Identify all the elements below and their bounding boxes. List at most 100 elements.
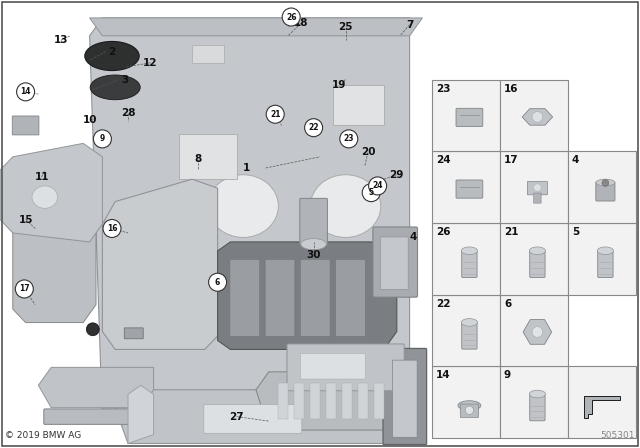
FancyBboxPatch shape [456, 180, 483, 198]
FancyBboxPatch shape [461, 251, 477, 277]
Circle shape [340, 130, 358, 148]
Text: 9: 9 [504, 370, 511, 380]
Bar [568, 366, 636, 438]
FancyBboxPatch shape [527, 181, 547, 195]
Polygon shape [102, 179, 218, 349]
FancyBboxPatch shape [534, 193, 541, 203]
FancyBboxPatch shape [44, 409, 145, 424]
Text: 26: 26 [286, 13, 296, 22]
FancyBboxPatch shape [456, 108, 483, 126]
Circle shape [93, 130, 111, 148]
Ellipse shape [301, 238, 326, 250]
Bar [179, 134, 237, 179]
Ellipse shape [529, 390, 545, 398]
Polygon shape [522, 109, 552, 125]
Bar [294, 383, 304, 419]
FancyBboxPatch shape [124, 328, 143, 339]
Circle shape [602, 180, 609, 186]
Bar [432, 366, 500, 438]
Text: 6: 6 [504, 299, 511, 309]
FancyBboxPatch shape [392, 360, 417, 437]
Circle shape [17, 83, 35, 101]
Polygon shape [0, 143, 102, 242]
Text: 16: 16 [107, 224, 117, 233]
Text: 20: 20 [361, 147, 375, 157]
Bar [432, 295, 500, 366]
Polygon shape [523, 319, 552, 345]
FancyBboxPatch shape [287, 344, 404, 391]
Text: 4: 4 [409, 233, 417, 242]
FancyBboxPatch shape [300, 353, 365, 379]
Ellipse shape [84, 42, 140, 71]
Text: 1: 1 [243, 163, 250, 173]
Text: 22: 22 [436, 299, 451, 309]
Text: 17: 17 [504, 155, 518, 165]
FancyBboxPatch shape [460, 404, 479, 418]
FancyBboxPatch shape [598, 251, 613, 277]
Text: 10: 10 [83, 115, 97, 125]
Text: 21: 21 [270, 110, 280, 119]
Text: 16: 16 [504, 84, 518, 94]
Polygon shape [128, 385, 154, 444]
Ellipse shape [529, 247, 545, 254]
Polygon shape [13, 166, 96, 323]
FancyBboxPatch shape [530, 394, 545, 421]
Text: 505301: 505301 [600, 431, 635, 440]
Text: 14: 14 [20, 87, 31, 96]
Bar [568, 223, 636, 295]
FancyBboxPatch shape [12, 116, 39, 135]
FancyBboxPatch shape [383, 349, 427, 444]
Polygon shape [218, 242, 397, 349]
Text: 28: 28 [121, 108, 135, 118]
Text: 15: 15 [19, 215, 33, 224]
Text: 23: 23 [436, 84, 451, 94]
Text: 8: 8 [195, 154, 202, 164]
Text: 3: 3 [121, 75, 129, 85]
Bar [500, 223, 568, 295]
Text: 24: 24 [436, 155, 451, 165]
FancyBboxPatch shape [373, 227, 417, 297]
Bar [432, 223, 500, 295]
Bar [374, 383, 384, 419]
Ellipse shape [596, 179, 615, 186]
Bar [342, 383, 352, 419]
Text: 22: 22 [308, 123, 319, 132]
Ellipse shape [461, 319, 477, 326]
Ellipse shape [310, 175, 381, 237]
Text: 25: 25 [339, 22, 353, 32]
Bar [500, 151, 568, 223]
FancyBboxPatch shape [461, 323, 477, 349]
Circle shape [369, 177, 387, 195]
Text: 29: 29 [390, 170, 404, 180]
Ellipse shape [461, 247, 477, 254]
Text: 26: 26 [436, 227, 451, 237]
Bar [432, 151, 500, 223]
FancyBboxPatch shape [204, 405, 302, 433]
Polygon shape [256, 372, 410, 430]
FancyBboxPatch shape [596, 182, 615, 201]
Circle shape [362, 184, 380, 202]
FancyBboxPatch shape [230, 259, 260, 336]
Text: 27: 27 [230, 412, 244, 422]
Ellipse shape [458, 401, 481, 410]
Circle shape [209, 273, 227, 291]
Text: 14: 14 [436, 370, 451, 380]
FancyBboxPatch shape [530, 251, 545, 277]
Bar [192, 45, 224, 63]
Text: © 2019 BMW AG: © 2019 BMW AG [5, 431, 81, 440]
Text: 4: 4 [572, 155, 579, 165]
Text: 2: 2 [108, 47, 116, 56]
Ellipse shape [597, 247, 614, 254]
Text: 24: 24 [372, 181, 383, 190]
Text: 9: 9 [100, 134, 105, 143]
Circle shape [266, 105, 284, 123]
Ellipse shape [90, 75, 140, 99]
Bar [326, 383, 336, 419]
Bar [333, 85, 384, 125]
Bar [310, 383, 320, 419]
Bar [500, 295, 568, 366]
Text: 7: 7 [406, 20, 413, 30]
Ellipse shape [208, 175, 278, 237]
Text: 5: 5 [369, 188, 374, 197]
Text: 21: 21 [504, 227, 518, 237]
